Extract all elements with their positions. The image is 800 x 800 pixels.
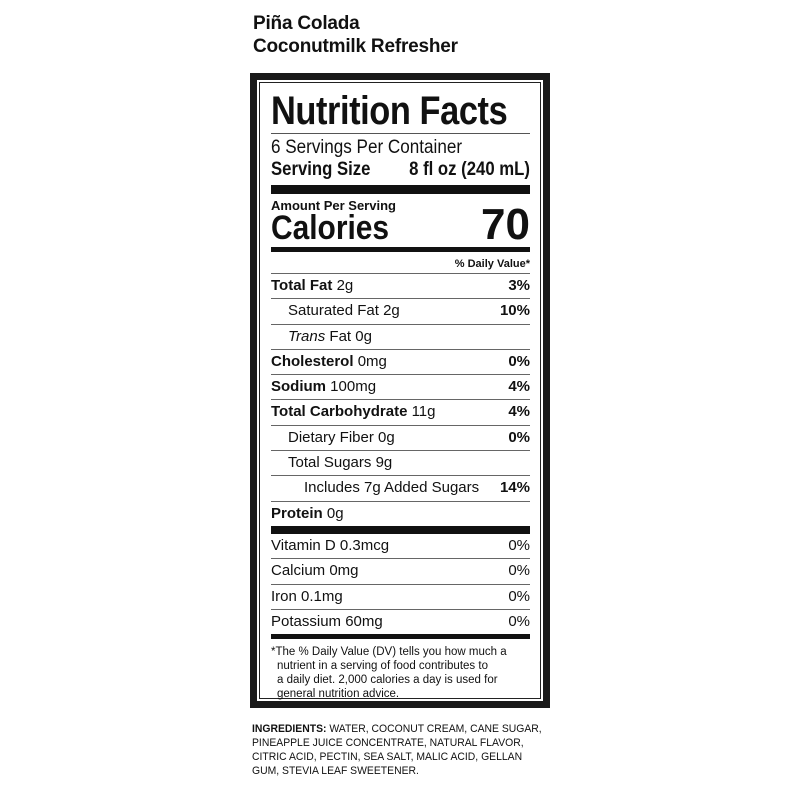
nutrient-amount: 2g	[383, 302, 400, 320]
divider-medium	[271, 247, 530, 252]
nutrient-row: Sodium 100mg 4%	[271, 374, 530, 399]
product-name-line2: Coconutmilk Refresher	[253, 36, 458, 57]
nutrient-name: Dietary Fiber	[288, 428, 374, 446]
nutrient-row: Total Fat 2g 3%	[271, 273, 530, 298]
nutrient-amount: 9g	[375, 454, 393, 472]
footnote-line: a daily diet. 2,000 calories a day is us…	[277, 674, 498, 687]
serving-size: Serving Size 8 fl oz (240 mL)	[271, 159, 530, 181]
nutrient-amount: 0mg	[357, 352, 387, 370]
product-name: Piña Colada Coconutmilk Refresher	[253, 12, 458, 58]
vitamin-daily-value: 0%	[508, 536, 530, 554]
vitamin-name: Vitamin D 0.3mcg	[271, 536, 390, 554]
nutrient-name: Trans	[288, 327, 326, 345]
nutrient-daily-value: 3%	[508, 277, 530, 294]
nutrient-row: Total Carbohydrate 11g 4%	[271, 399, 530, 424]
calories-label: Calories	[271, 209, 390, 247]
servings-per-container: 6 Servings Per Container	[271, 137, 463, 158]
daily-value-header: % Daily Value*	[454, 258, 530, 270]
nutrient-name: Protein	[271, 504, 323, 522]
vitamin-daily-value: 0%	[508, 612, 530, 630]
nutrient-row: Protein 0g	[271, 500, 530, 526]
nutrient-row: Cholesterol 0mg 0%	[271, 348, 530, 374]
nutrient-amount: 0g	[378, 428, 395, 446]
vitamin-daily-value: 0%	[508, 587, 530, 605]
nutrient-amount: 2g	[336, 277, 354, 294]
vitamin-row: Calcium 0mg 0%	[271, 558, 530, 583]
nutrient-name: Total Carbohydrate	[271, 403, 408, 421]
nutrient-row: Saturated Fat 2g 10%	[271, 298, 530, 323]
nutrient-amount: Fat 0g	[329, 327, 372, 345]
divider-thick	[271, 185, 530, 194]
serving-size-label: Serving Size	[271, 159, 371, 180]
nutrient-daily-value: 4%	[508, 403, 530, 421]
product-name-line1: Piña Colada	[253, 13, 360, 34]
vitamin-row: Iron 0.1mg 0%	[271, 583, 530, 609]
nutrient-daily-value: 14%	[499, 479, 530, 497]
nutrient-name: Cholesterol	[271, 352, 354, 370]
vitamin-row: Potassium 60mg 0%	[271, 608, 530, 634]
nutrition-facts-title: Nutrition Facts	[271, 89, 508, 133]
vitamin-name: Calcium 0mg	[271, 562, 359, 580]
nutrient-name: Sodium	[271, 378, 326, 396]
nutrient-name: Total Sugars	[288, 454, 372, 472]
calories-value: 70	[481, 200, 530, 249]
footnote: *The % Daily Value (DV) tells you how mu…	[271, 639, 530, 701]
divider-medium	[271, 634, 530, 640]
vitamin-name: Potassium 60mg	[271, 612, 383, 630]
divider-thick	[271, 525, 530, 534]
ingredients: INGREDIENTS: WATER, COCONUT CREAM, CANE …	[252, 722, 551, 778]
vitamin-daily-value: 0%	[508, 562, 530, 580]
nutrient-name: Includes 7g Added Sugars	[304, 479, 480, 497]
nutrient-row: Dietary Fiber 0g 0%	[271, 424, 530, 450]
calories-row: Calories 70	[271, 203, 530, 248]
nutrient-daily-value: 0%	[508, 428, 530, 446]
nutrient-name: Total Fat	[271, 277, 333, 294]
footnote-line: nutrient in a serving of food contribute…	[277, 660, 488, 673]
nutrient-daily-value: 10%	[499, 302, 530, 320]
nutrient-row: Trans Fat 0g	[271, 323, 530, 349]
footnote-line: general nutrition advice.	[277, 688, 400, 701]
nutrient-amount: 11g	[411, 403, 436, 421]
ingredients-text: WATER, COCONUT CREAM, CANE SUGAR, PINEAP…	[252, 723, 542, 777]
nutrient-daily-value: 4%	[508, 378, 530, 396]
nutrient-row: Includes 7g Added Sugars 14%	[271, 475, 530, 500]
footnote-line: *The % Daily Value (DV) tells you how mu…	[271, 646, 507, 659]
nutrient-daily-value: 0%	[508, 352, 530, 370]
vitamin-row: Vitamin D 0.3mcg 0%	[271, 534, 530, 558]
serving-size-value: 8 fl oz (240 mL)	[409, 159, 530, 180]
nutrient-amount: 100mg	[330, 378, 377, 396]
nutrient-row: Total Sugars 9g	[271, 450, 530, 475]
amount-per-serving: Amount Per Serving	[271, 198, 396, 213]
nutrition-facts-panel: Nutrition Facts 6 Servings Per Container…	[250, 73, 550, 708]
ingredients-label: INGREDIENTS:	[252, 723, 327, 735]
nutrient-amount: 0g	[326, 504, 344, 522]
vitamin-name: Iron 0.1mg	[271, 587, 343, 605]
nutrient-name: Saturated Fat	[288, 302, 379, 320]
